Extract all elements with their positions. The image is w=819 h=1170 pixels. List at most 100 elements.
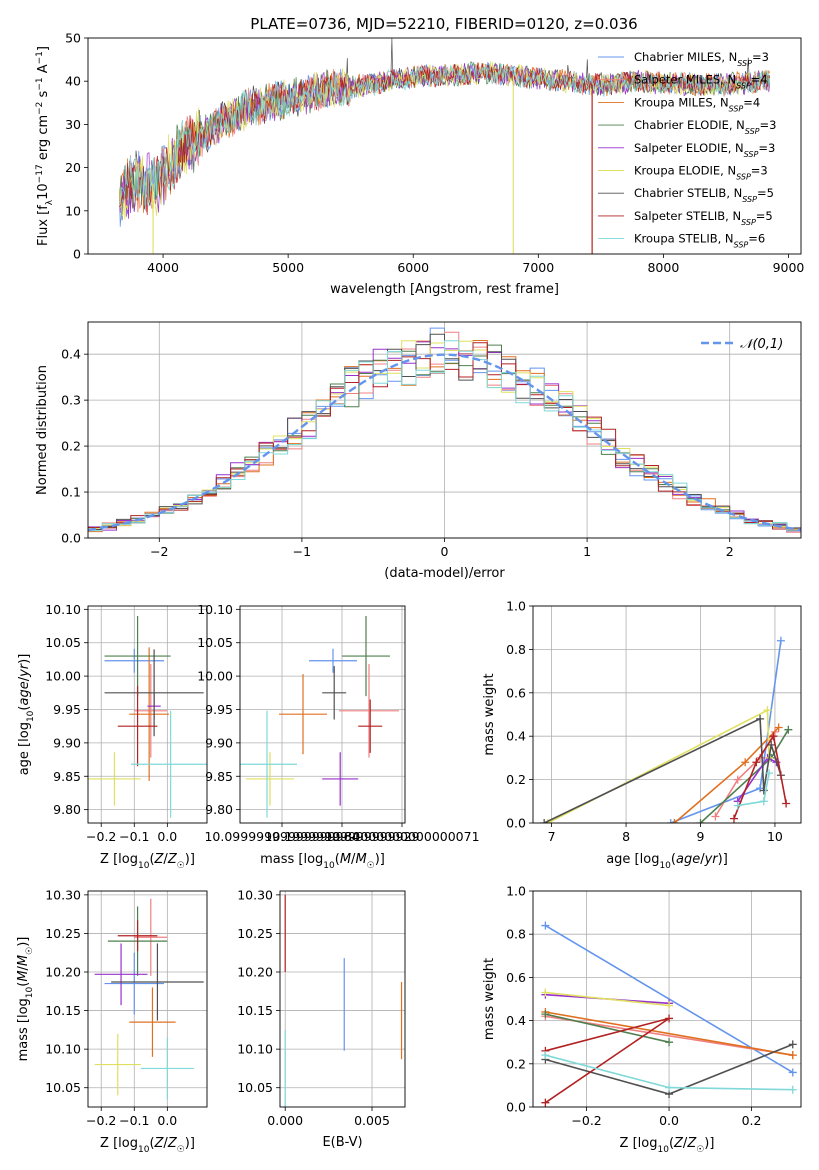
legend-entry-label: Kroupa MILES, N — [634, 95, 729, 109]
weight_vs_Z-frame — [532, 890, 802, 1108]
age_vs_mass-ytick-label: 10.05 — [197, 635, 233, 650]
age_vs_Z-xlabel-part: Z [log — [100, 852, 138, 867]
y-axis-label: mass weight — [482, 673, 497, 755]
weight_vs_Z-xlabel: Z [log10(Z/Z☉)] — [620, 1136, 715, 1155]
legend-entry-sub: SSP — [742, 195, 757, 204]
mass_vs_Z-plot-area — [94, 898, 204, 1100]
residuals-panel: −2 −1 0 1 2 0.0 0.1 0.2 0.3 0.4 (data-model)/error… — [35, 321, 802, 581]
y-axis-label-part: mass [log — [16, 998, 31, 1061]
age_vs_mass-xlabel-part: / — [351, 852, 356, 867]
residuals-ytick-label: 0.0 — [61, 531, 81, 546]
weight-marker — [752, 758, 761, 767]
weight_vs_Z-xlabel-part: )] — [704, 1136, 714, 1151]
y-axis-label-part: −2 — [35, 102, 45, 115]
y-axis-label-part: ☉ — [25, 947, 35, 955]
spectrum-xtick-label: 9000 — [773, 260, 805, 275]
weight-line — [545, 1011, 793, 1056]
age_vs_mass-frame — [239, 605, 406, 824]
mass_vs_Z-ytick-label: 10.15 — [45, 1003, 81, 1018]
mass_vs_ebv-ytick-label: 10.10 — [237, 1042, 273, 1057]
weight_vs_age-xlabel-part: )] — [718, 852, 728, 867]
age_vs_Z-xlabel-part: ( — [149, 852, 154, 867]
weight_vs_age-ytick-label: 1.0 — [506, 599, 526, 614]
legend-entry-tail: =3 — [760, 118, 777, 132]
mass_vs_ebv-ytick-label: 10.25 — [237, 926, 273, 941]
weight-marker — [741, 758, 750, 767]
spectrum-xtick-label: 6000 — [397, 260, 429, 275]
weight_vs_Z-xlabel-part: / — [683, 1136, 688, 1151]
weight_vs_Z-xtick-label: 0.0 — [659, 1113, 679, 1128]
residuals-frame — [87, 321, 802, 539]
age_vs_mass-xlabel-part: mass [log — [260, 852, 323, 867]
legend-entry-label: Chabrier STELIB, N — [634, 186, 742, 200]
weight-marker — [670, 819, 679, 823]
mass_vs_Z-ytick-label: 10.05 — [45, 1080, 81, 1095]
y-axis-label-part: 10 — [25, 986, 35, 998]
age_vs_Z-xlabel-part: Z — [167, 852, 178, 867]
spectrum-ytick-label: 50 — [65, 31, 81, 46]
mass_vs_ebv-ytick-label: 10.30 — [237, 887, 273, 902]
weight-marker — [788, 1040, 797, 1049]
legend-entry-tail: =5 — [756, 209, 773, 223]
spectrum-title: PLATE=0736, MJD=52210, FIBERID=0120, z=0… — [250, 15, 637, 33]
legend-entry-sub: SSP — [736, 172, 751, 181]
spectrum-frame — [87, 37, 802, 255]
mass_vs_ebv-xlabel: E(B-V) — [322, 1135, 362, 1150]
legend-entry: Salpeter MILES, NSSP=4 — [634, 73, 768, 91]
y-axis-label-part: Flux [f — [36, 205, 51, 246]
mass_vs_Z-xlabel: Z [log10(Z/Z☉)] — [100, 1136, 195, 1155]
y-axis-label-part: 10 — [26, 710, 36, 722]
mass_vs_Z-xlabel-part: )] — [185, 1136, 195, 1151]
age_vs_Z-plot-area — [88, 616, 207, 818]
weight-marker — [784, 725, 793, 734]
mass_vs_Z-xlabel-part: Z — [167, 1136, 178, 1151]
y-axis-label-part: ] — [36, 46, 51, 51]
weight_vs_age-xlabel-part: / — [700, 852, 705, 867]
weight_vs_age-xtick-label: 8 — [622, 829, 630, 844]
age_vs_Z-xtick-label: 0.0 — [157, 829, 177, 844]
normal-reference-curve — [88, 353, 801, 532]
mass_vs_Z-ytick-label: 10.25 — [45, 926, 81, 941]
weight_vs_Z-xlabel-part: Z [log — [620, 1136, 658, 1151]
legend-entry-sub: SSP — [744, 149, 759, 158]
weight-marker — [665, 1083, 674, 1092]
legend-entry-tail: =4 — [743, 95, 760, 109]
age_vs_mass-ytick-label: 10.10 — [197, 602, 233, 617]
age_vs_mass-panel: 10.0999999999999996410.19999999999999929… — [197, 602, 479, 871]
legend-entry: Chabrier ELODIE, NSSP=3 — [634, 118, 776, 136]
legend-entry-label: Salpeter MILES, N — [634, 73, 736, 87]
age_vs_mass-ytick-label: 9.80 — [205, 802, 233, 817]
y-axis-label-part: age — [17, 681, 32, 705]
y-axis-label: Flux [fλ10−17 erg cm−2 s−1 A−1] — [35, 46, 55, 246]
weight_vs_age-xlabel-part: age — [676, 852, 700, 867]
weight-marker — [541, 1098, 550, 1107]
mass_vs_ebv-ytick-label: 10.15 — [237, 1003, 273, 1018]
weight-marker — [733, 801, 742, 810]
age_vs_Z-ytick-label: 9.80 — [53, 802, 81, 817]
legend-entry-label: Salpeter STELIB, N — [634, 209, 741, 223]
y-axis-label-part: M — [16, 955, 31, 966]
weight-marker — [541, 921, 550, 930]
weight-marker — [763, 706, 772, 715]
weight_vs_Z-ytick-label: 0.4 — [506, 1013, 526, 1028]
y-axis-label-part: age [log — [17, 722, 32, 775]
weight-marker — [696, 819, 705, 823]
spectrum-xtick-label: 5000 — [272, 260, 304, 275]
age_vs_mass-xlabel-part: M — [355, 852, 366, 867]
age_vs_Z-xlabel-part: 10 — [138, 861, 150, 871]
mass_vs_Z-panel: −0.2 −0.1 0.0 10.05 10.10 10.15 10.20 10.25 10.3… — [16, 887, 208, 1155]
weight-marker — [782, 799, 791, 808]
age_vs_mass-ytick-label: 9.85 — [205, 769, 233, 784]
mass_vs_Z-frame — [87, 890, 208, 1108]
age_vs_mass-xtick-label: 10.30000000000000071 — [324, 829, 479, 844]
weight-marker — [788, 1051, 797, 1060]
weight-marker — [665, 1014, 674, 1023]
weight-marker — [730, 814, 738, 823]
age_vs_mass-ytick-label: 10.00 — [197, 669, 233, 684]
weight-line — [545, 991, 670, 1007]
mass_vs_Z-xlabel-part: ☉ — [177, 1145, 185, 1155]
y-axis-label-part: mass weight — [482, 958, 497, 1040]
weight_vs_Z-panel: −0.2 0.0 0.2 0.0 0.2 0.4 0.6 0.8 1.0 mass weight Z… — [482, 884, 802, 1155]
legend-entry: Salpeter STELIB, NSSP=5 — [634, 209, 773, 227]
